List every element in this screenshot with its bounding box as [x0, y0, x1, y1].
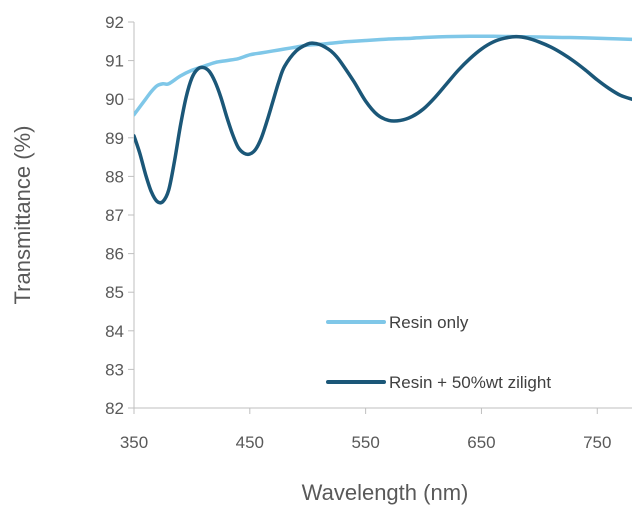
legend-label-1: Resin only: [389, 313, 469, 332]
x-tick-label: 450: [236, 433, 264, 452]
x-tick-label: 550: [351, 433, 379, 452]
series-line-1: [134, 34, 632, 117]
y-tick-label: 89: [105, 129, 124, 148]
y-tick-label: 84: [105, 322, 124, 341]
legend: Resin only Resin + 50%wt zilight: [326, 313, 551, 392]
y-tick-label: 90: [105, 90, 124, 109]
x-axis-title: Wavelength (nm): [302, 480, 469, 505]
y-tick-label: 88: [105, 167, 124, 186]
y-tick-label: 83: [105, 360, 124, 379]
plot-area: [134, 34, 632, 205]
y-axis-title: Transmittance (%): [10, 126, 35, 305]
legend-label-2: Resin + 50%wt zilight: [389, 373, 551, 392]
axes: 82 83 84 85 86 87 88 89 90 91 92 350 450 550 650 750: [105, 13, 632, 452]
x-tick-label: 650: [467, 433, 495, 452]
y-tick-label: 91: [105, 52, 124, 71]
y-tick-label: 92: [105, 13, 124, 32]
y-tick-label: 87: [105, 206, 124, 225]
y-tick-label: 85: [105, 283, 124, 302]
y-tick-label: 86: [105, 245, 124, 264]
x-tick-label: 350: [120, 433, 148, 452]
series-line-2: [134, 34, 632, 205]
x-tick-label: 750: [583, 433, 611, 452]
y-tick-label: 82: [105, 399, 124, 418]
